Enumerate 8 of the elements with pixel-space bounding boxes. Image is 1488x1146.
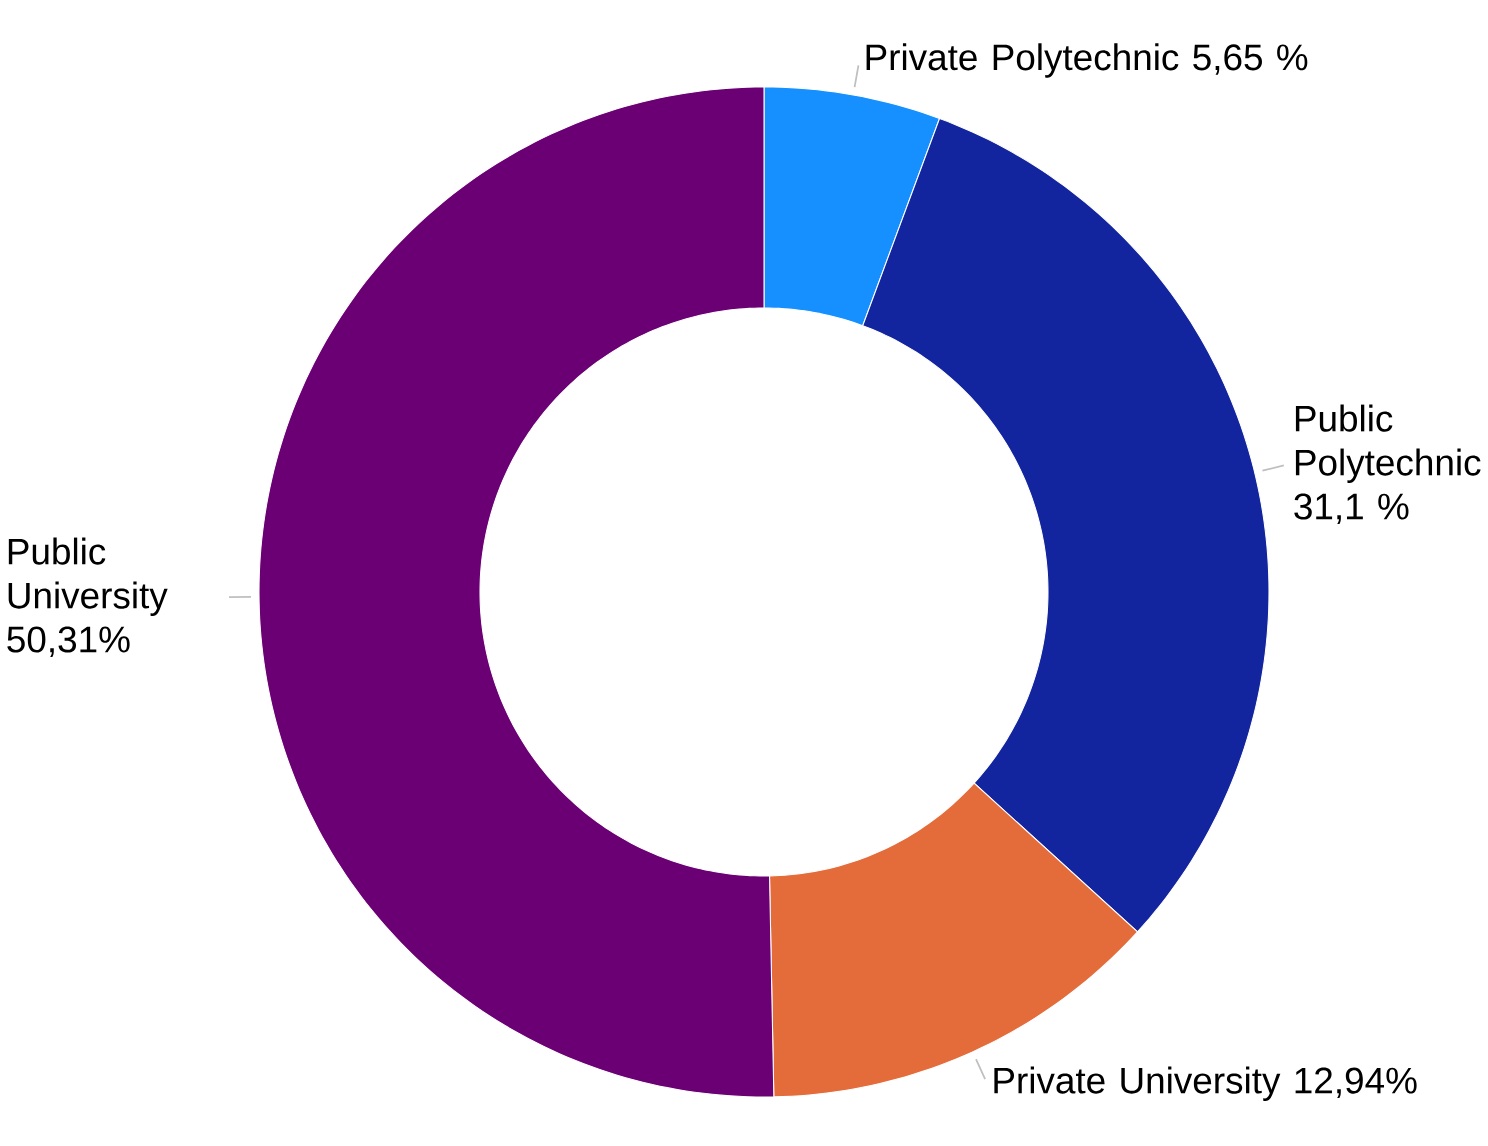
slice-label: Public Polytechnic	[1295, 404, 1481, 483]
data-label: 5,65 %	[1193, 44, 1308, 75]
data-label: 31,1 %	[1294, 493, 1409, 524]
data-label: 12,94%	[1295, 1067, 1417, 1098]
slice-label: Private Polytechnic	[866, 43, 1179, 78]
data-label: 50,31%	[7, 626, 130, 657]
slice-label: Private University	[994, 1066, 1281, 1101]
slice-label: Public University	[8, 537, 168, 616]
